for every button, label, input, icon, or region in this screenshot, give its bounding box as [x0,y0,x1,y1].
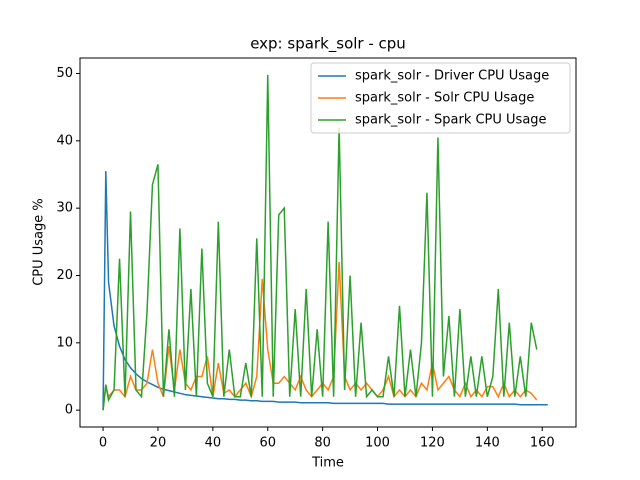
x-axis-label: Time [311,456,344,471]
legend-label: spark_solr - Driver CPU Usage [355,69,549,84]
series-line [102,171,548,411]
y-tick-label: 40 [56,133,73,148]
x-tick-label: 60 [259,436,276,451]
x-tick-label: 120 [420,436,445,451]
x-tick-label: 140 [475,436,500,451]
x-tick-label: 100 [365,436,390,451]
x-tick-label: 40 [205,436,222,451]
x-tick-label: 80 [314,436,331,451]
plot-frame [79,57,577,428]
y-tick-label: 20 [56,268,73,283]
x-tick-label: 160 [530,436,555,451]
legend-label: spark_solr - Solr CPU Usage [355,91,534,106]
x-tick-label: 0 [99,436,107,451]
y-tick-label: 0 [65,403,73,418]
chart-title: exp: spark_solr - cpu [250,35,406,54]
legend-box [310,62,571,134]
y-tick-label: 30 [56,201,73,216]
legend-label: spark_solr - Spark CPU Usage [355,113,547,128]
y-tick-label: 10 [56,335,73,350]
y-axis-label: CPU Usage % [32,198,47,286]
x-tick-label: 20 [150,436,167,451]
y-tick-label: 50 [56,66,73,81]
series-line [102,74,538,411]
